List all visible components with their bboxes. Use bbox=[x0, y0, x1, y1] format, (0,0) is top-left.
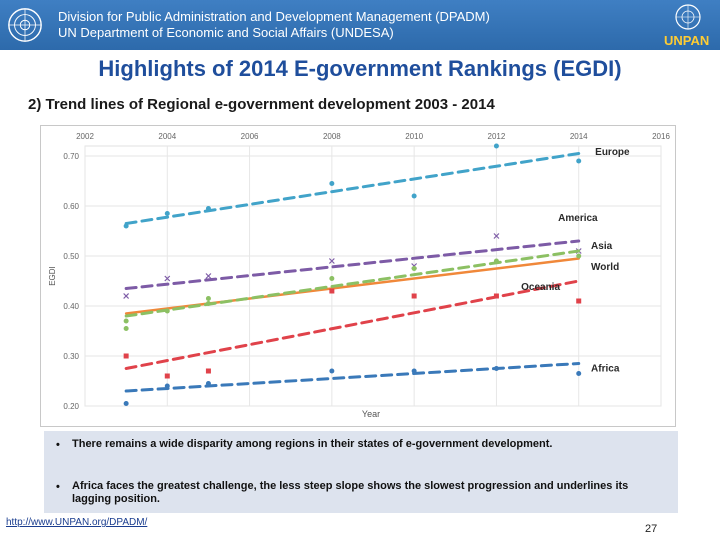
header-banner: Division for Public Administration and D… bbox=[0, 0, 720, 50]
unpan-brand: UNPAN bbox=[664, 33, 710, 48]
x-tick-label: 2002 bbox=[76, 132, 94, 141]
x-tick-label: 2016 bbox=[652, 132, 670, 141]
bullet-text-africa: Africa faces the greatest challenge, the… bbox=[72, 480, 629, 505]
trend-line bbox=[124, 362, 581, 393]
plot-area bbox=[84, 145, 662, 407]
data-point bbox=[123, 318, 129, 324]
data-point bbox=[164, 211, 170, 216]
data-point bbox=[329, 288, 335, 294]
slide-title: Highlights of 2014 E-government Rankings… bbox=[98, 56, 622, 81]
header-line-division: Division for Public Administration and D… bbox=[58, 9, 490, 24]
data-point bbox=[205, 296, 211, 301]
un-emblem-small-icon bbox=[675, 4, 701, 30]
data-point bbox=[164, 308, 170, 314]
data-point bbox=[123, 223, 129, 229]
data-point bbox=[576, 158, 582, 164]
data-point bbox=[576, 371, 582, 376]
x-tick-label: 2014 bbox=[570, 132, 588, 141]
data-point bbox=[493, 258, 499, 264]
data-point bbox=[205, 368, 211, 374]
series-label: Africa bbox=[591, 364, 620, 375]
y-tick-label: 0.20 bbox=[63, 402, 79, 411]
data-point bbox=[205, 273, 212, 279]
trend-chart: 2002 2004 2006 2008 2010 2012 2014 2016 0.20 0.30… bbox=[48, 132, 670, 419]
y-tick-label: 0.40 bbox=[63, 302, 79, 311]
data-point bbox=[123, 353, 129, 359]
data-point bbox=[576, 298, 582, 304]
y-tick-label: 0.50 bbox=[63, 252, 79, 261]
bullet-marker: • bbox=[56, 481, 60, 493]
series-label: Asia bbox=[591, 241, 613, 252]
header-text: Division for Public Administration and D… bbox=[58, 9, 490, 41]
data-point bbox=[205, 301, 211, 306]
bullet-text-disparity: There remains a wide disparity among reg… bbox=[72, 438, 553, 450]
data-point bbox=[411, 368, 417, 374]
data-point bbox=[493, 293, 499, 299]
data-point bbox=[329, 368, 335, 374]
x-axis-label: Year bbox=[362, 409, 380, 419]
page-number: 27 bbox=[645, 523, 658, 535]
data-point bbox=[411, 293, 417, 299]
header-line-department: UN Department of Economic and Social Aff… bbox=[58, 25, 394, 40]
trend-line bbox=[124, 239, 581, 290]
series-label: Europe bbox=[595, 147, 630, 158]
x-tick-label: 2006 bbox=[241, 132, 259, 141]
data-point bbox=[411, 193, 417, 199]
data-point bbox=[123, 326, 129, 331]
series-label: America bbox=[558, 213, 598, 224]
bullet-list: • There remains a wide disparity among r… bbox=[44, 431, 678, 513]
footer-url-link[interactable]: http://www.UNPAN.org/DPADM/ bbox=[6, 517, 148, 528]
x-tick-label: 2008 bbox=[323, 132, 341, 141]
data-point bbox=[205, 206, 211, 211]
data-point bbox=[164, 373, 170, 379]
data-point bbox=[411, 266, 417, 271]
y-tick-label: 0.60 bbox=[63, 202, 79, 211]
trend-line bbox=[124, 279, 581, 370]
y-axis-label: EGDI bbox=[48, 266, 57, 286]
y-tick-label: 0.30 bbox=[63, 352, 79, 361]
bullet-marker: • bbox=[56, 439, 60, 451]
trend-line bbox=[124, 257, 580, 315]
x-tick-label: 2012 bbox=[488, 132, 506, 141]
chart-subtitle: 2) Trend lines of Regional e-government … bbox=[28, 96, 495, 113]
data-point bbox=[493, 143, 499, 149]
data-point bbox=[329, 276, 335, 281]
data-point bbox=[328, 258, 335, 264]
data-point bbox=[123, 401, 129, 406]
data-point bbox=[205, 381, 211, 386]
data-point bbox=[164, 275, 171, 282]
data-point bbox=[493, 366, 499, 371]
x-tick-label: 2010 bbox=[405, 132, 423, 141]
series-label: Oceania bbox=[521, 282, 560, 293]
data-point bbox=[164, 383, 170, 389]
trend-line bbox=[124, 249, 581, 318]
chart-frame: 2002 2004 2006 2008 2010 2012 2014 2016 0.20 0.30… bbox=[40, 125, 676, 427]
data-point bbox=[329, 181, 335, 186]
un-emblem-icon bbox=[8, 8, 42, 42]
data-point bbox=[576, 253, 582, 259]
y-tick-label: 0.70 bbox=[63, 152, 79, 161]
x-tick-label: 2004 bbox=[158, 132, 176, 141]
trend-line bbox=[124, 152, 581, 225]
data-point bbox=[493, 233, 500, 239]
data-point bbox=[123, 293, 130, 299]
series-label: World bbox=[591, 262, 619, 273]
